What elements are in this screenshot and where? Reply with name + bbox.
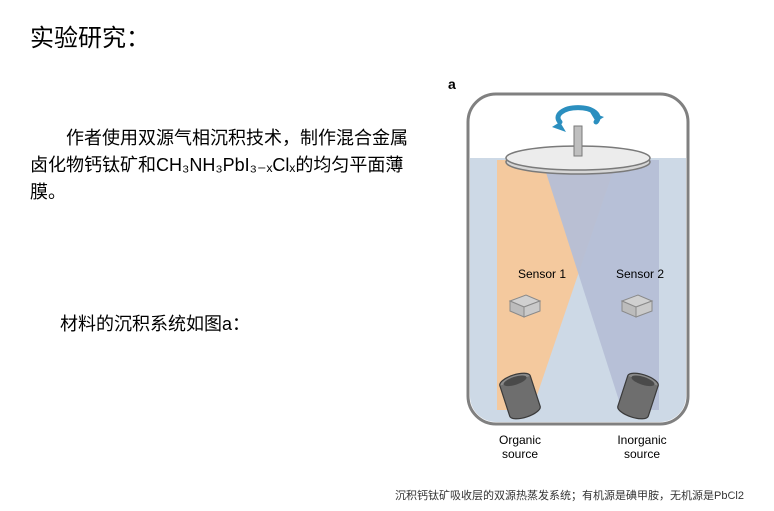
sensor-1-label: Sensor 1 [518,267,566,281]
watermark-text: 电子发烧友 [648,478,713,493]
organic-source-label-1: Organic [499,433,541,447]
deposition-diagram: Sensor 1 Sensor 2 Organic source Inorgan… [442,70,714,470]
organic-source-label-2: source [502,447,538,461]
spindle [574,126,582,156]
paragraph-2: 材料的沉积系统如图a： [60,310,250,336]
paragraph-1: 作者使用双源气相沉积技术，制作混合金属卤化物钙钛矿和CH₃NH₃PbI₃₋ₓCl… [30,125,420,206]
figure-panel-label: a [448,76,456,92]
inorganic-source-label-1: Inorganic [617,433,666,447]
inorganic-source-label-2: source [624,447,660,461]
sensor-2-label: Sensor 2 [616,267,664,281]
figure-a: a [442,70,714,470]
page-title: 实验研究： [30,18,150,53]
watermark: 电子发烧友 [644,468,764,507]
